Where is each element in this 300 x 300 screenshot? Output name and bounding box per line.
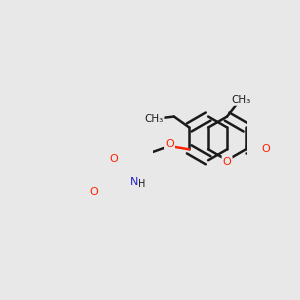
Text: CH₃: CH₃	[144, 114, 164, 124]
Text: O: O	[262, 144, 271, 154]
Text: O: O	[90, 187, 98, 197]
Text: O: O	[109, 154, 118, 164]
Text: O: O	[223, 157, 231, 167]
Text: H: H	[138, 179, 146, 189]
Text: O: O	[165, 139, 174, 149]
Text: CH₃: CH₃	[232, 95, 251, 105]
Text: N: N	[130, 177, 139, 187]
